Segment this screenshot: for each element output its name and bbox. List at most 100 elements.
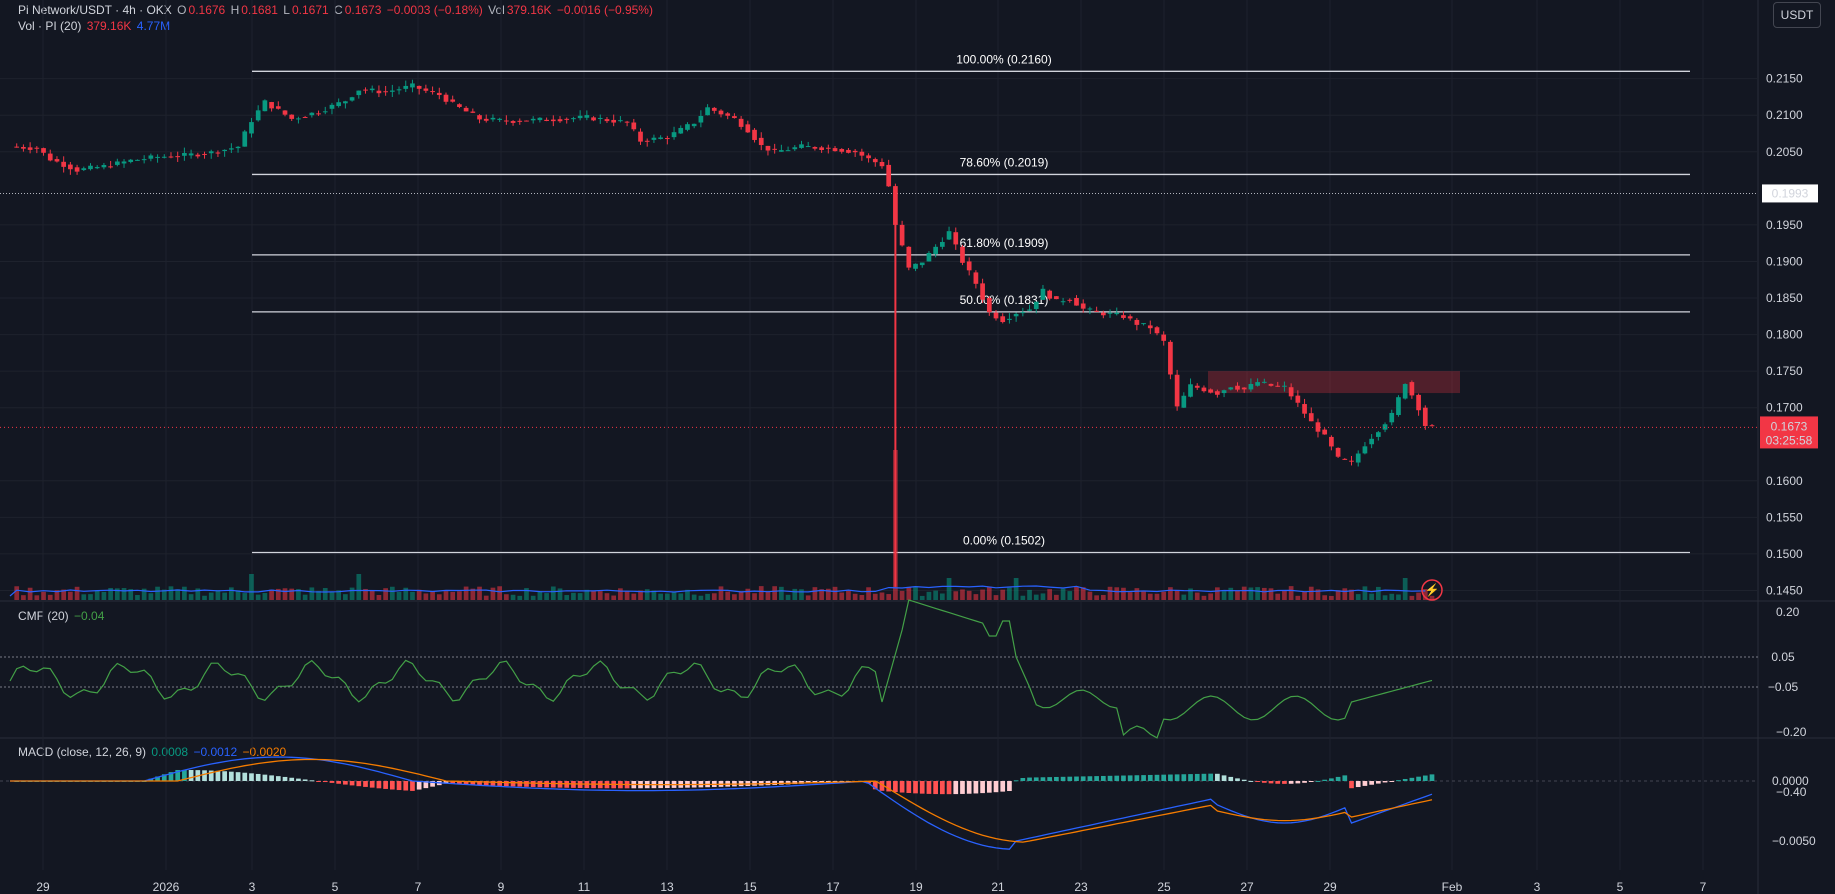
macd-histogram-bar [483, 781, 489, 786]
candle-body [1275, 385, 1281, 387]
volume-bar [1241, 586, 1247, 600]
volume-bar [1275, 593, 1281, 600]
candle-body [504, 120, 509, 122]
macd-histogram-bar [1054, 776, 1059, 781]
macd-histogram-bar [443, 781, 449, 784]
volume-indicator-legend[interactable]: Vol · PI (20) 379.16K 4.77M [18, 19, 172, 33]
candle-body [114, 161, 120, 165]
volume-bar [430, 591, 435, 600]
candle-body [322, 111, 328, 113]
candle-body [1429, 425, 1435, 427]
macd-histogram-bar [282, 776, 288, 781]
macd-histogram-bar [1114, 775, 1120, 781]
macd-histogram-bar [550, 781, 556, 788]
candle-body [564, 118, 570, 120]
cmf-value: −0.04 [74, 609, 105, 623]
high-value: 0.1681 [241, 3, 278, 17]
macd-histogram-bar [1020, 778, 1026, 781]
macd-histogram-bar [255, 773, 261, 781]
cmf-tick-label: −0.20 [1776, 725, 1807, 739]
macd-histogram-bar [1422, 775, 1428, 781]
macd-histogram-bar [986, 781, 992, 793]
volume-change: −0.0016 (−0.95%) [556, 3, 653, 17]
macd-histogram-bar [1268, 781, 1274, 784]
macd-legend[interactable]: MACD (close, 12, 26, 9) 0.0008 −0.0012 −… [18, 745, 288, 759]
candle-body [879, 161, 885, 167]
volume-bar [980, 589, 985, 600]
volume-bar [658, 593, 663, 600]
price-tick-label: 0.2050 [1766, 145, 1803, 159]
volume-bar [101, 591, 107, 600]
volume-bar [356, 574, 362, 600]
volume-bar [81, 594, 87, 600]
candle-body [785, 150, 791, 152]
macd-histogram-bar [1100, 775, 1106, 781]
macd-histogram-bar [188, 770, 194, 781]
volume-bar [1322, 595, 1328, 600]
macd-histogram-bar [1329, 778, 1334, 781]
candle-body [1221, 390, 1227, 394]
cmf-tick-label: 0.20 [1776, 605, 1800, 619]
macd-histogram-bar [1235, 778, 1240, 781]
macd-histogram-bar [289, 777, 295, 781]
candle-body [430, 91, 435, 93]
macd-histogram-bar [919, 781, 925, 794]
resistance-zone [1208, 371, 1460, 394]
volume-bar [799, 589, 804, 600]
volume-bar [685, 589, 690, 600]
volume-bar [1100, 594, 1106, 600]
volume-indicator-name: Vol · PI (20) [18, 19, 82, 33]
macd-line-value: −0.0012 [193, 745, 238, 759]
volume-bar [1261, 587, 1267, 600]
symbol-title[interactable]: Pi Network/USDT · 4h · OKX [18, 3, 172, 17]
volume-bar [302, 594, 308, 600]
time-tick-label: 5 [1617, 880, 1624, 894]
candle-body [946, 231, 952, 240]
candle-body [1047, 290, 1053, 299]
candle-body [235, 146, 241, 149]
fib-level-label: 78.60% (0.2019) [960, 155, 1049, 169]
candle-body [866, 155, 871, 159]
volume-bar [1040, 593, 1046, 600]
volume-bar [1054, 594, 1059, 600]
macd-histogram-bar [872, 781, 878, 790]
volume-bar [779, 586, 784, 600]
lightning-icon: ⚡ [1425, 583, 1440, 597]
volume-bar [557, 588, 563, 600]
candle-body [1067, 299, 1073, 301]
candle-body [537, 117, 543, 121]
volume-bar [155, 586, 160, 600]
volume-bar [148, 593, 154, 600]
volume-bar [705, 593, 710, 600]
macd-histogram-bar [966, 781, 972, 794]
macd-histogram-bar [933, 781, 938, 795]
volume-bar [1067, 591, 1073, 600]
high-label: H [230, 3, 240, 17]
currency-selector[interactable]: USDT [1773, 2, 1821, 28]
time-tick-label: 25 [1157, 880, 1171, 894]
volume-bar [933, 590, 938, 600]
macd-histogram-bar [1261, 781, 1267, 783]
candle-body [913, 263, 918, 269]
candle-body [1040, 288, 1046, 300]
volume-bar [1416, 592, 1421, 600]
volume-bar [296, 589, 301, 600]
price-marker-badge [1762, 184, 1818, 203]
time-tick-label: 19 [909, 880, 923, 894]
volume-ma-line [9, 585, 1426, 597]
macd-histogram-bar [1201, 773, 1207, 781]
macd-histogram-bar [430, 781, 435, 787]
candle-body [34, 147, 40, 149]
macd-histogram-bar [1013, 780, 1019, 782]
volume-bar [282, 588, 288, 600]
candle-body [1127, 316, 1133, 319]
close-value: 0.1673 [344, 3, 382, 17]
macd-histogram-bar [1094, 776, 1099, 781]
price-tick-label: 0.1600 [1766, 474, 1803, 488]
candle-body [792, 147, 798, 150]
volume-bar [1013, 578, 1019, 600]
volume-bar [1221, 591, 1227, 600]
macd-histogram-bar [1295, 781, 1301, 784]
volume-bar [182, 586, 187, 600]
